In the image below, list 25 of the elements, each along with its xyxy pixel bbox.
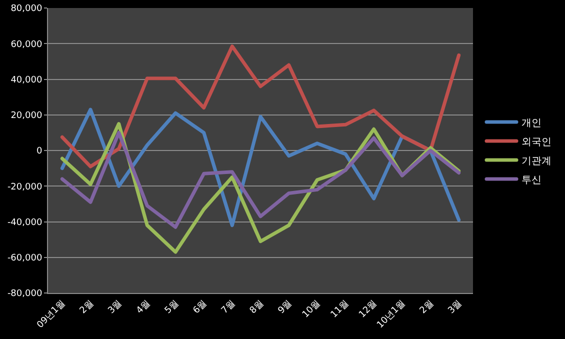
x-tick-label: 7월 xyxy=(220,298,238,316)
y-tick-label: -80,000 xyxy=(7,289,42,300)
y-tick-label: 60,000 xyxy=(10,40,42,50)
y-tick-label: 0 xyxy=(36,146,42,157)
y-tick-label: -20,000 xyxy=(7,182,42,192)
legend-label: 개인 xyxy=(522,118,542,129)
x-tick-label: 5월 xyxy=(163,298,181,316)
x-tick-label: 6월 xyxy=(192,298,210,316)
legend-label: 외국인 xyxy=(522,136,552,148)
x-tick-label: 2월 xyxy=(418,298,436,316)
y-tick-label: -40,000 xyxy=(7,218,42,228)
x-tick-label: 3월 xyxy=(106,298,124,316)
y-tick-label: 80,000 xyxy=(10,4,42,14)
x-tick-label: 4월 xyxy=(134,298,152,316)
line-series xyxy=(60,44,461,168)
x-tick-label: 2월 xyxy=(78,298,96,316)
y-tick-label: -60,000 xyxy=(7,254,42,264)
y-tick-label: 40,000 xyxy=(10,75,42,86)
x-tick-label: 3월 xyxy=(446,298,464,316)
line-series xyxy=(60,130,461,229)
legend-label: 투신 xyxy=(522,174,542,186)
legend-label: 기관계 xyxy=(522,156,552,167)
x-tick-label: 9월 xyxy=(276,298,294,316)
x-tick-label: 8월 xyxy=(248,298,266,316)
y-tick-label: 20,000 xyxy=(10,111,42,122)
